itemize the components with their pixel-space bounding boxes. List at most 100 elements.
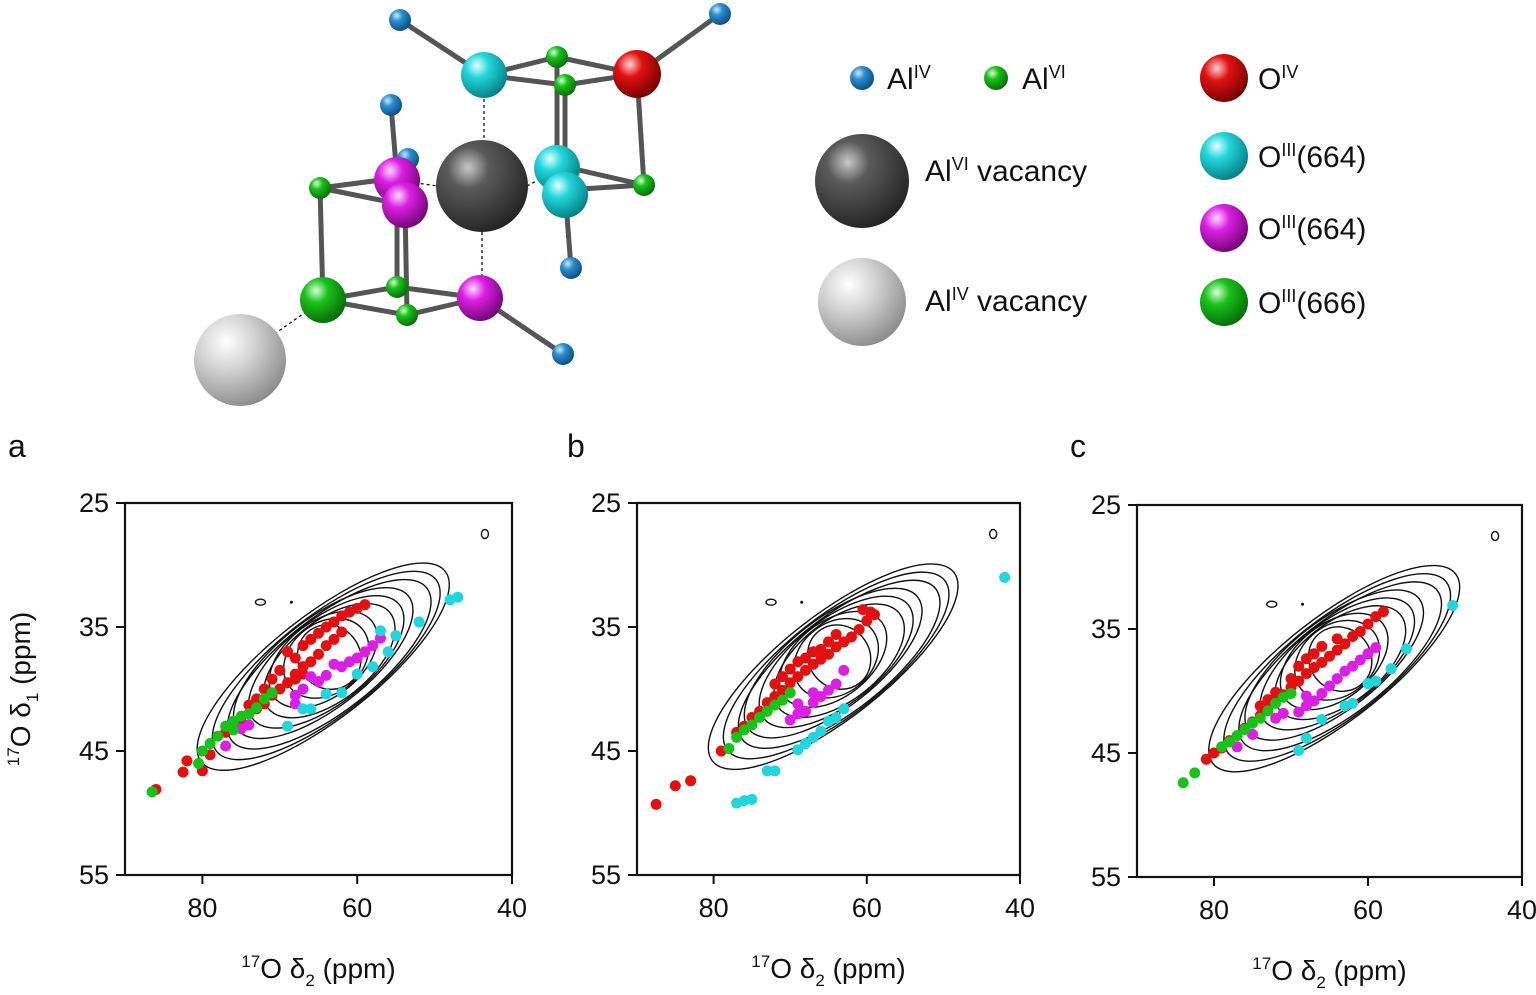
data-point [220,740,232,752]
al-vi-vacancy-atom [436,140,528,232]
data-point [1270,697,1282,709]
x-tick-label: 40 [497,893,527,923]
data-point [297,640,309,652]
al-vi-atom [546,46,568,68]
data-point [274,664,286,676]
x-tick-label: 60 [342,893,372,923]
plot-frame [635,501,1022,877]
x-tick-label: 60 [852,893,882,923]
data-point [282,720,294,732]
data-point [784,677,796,689]
series-1 [1231,642,1382,753]
legend-swatch [1200,278,1248,326]
data-point [754,712,766,724]
data-point [1285,687,1297,699]
data-point [1401,643,1412,655]
data-point [282,646,294,658]
y-tick-label: 25 [79,488,109,518]
legend-label: OIV [1258,62,1298,96]
y-tick-label: 45 [591,736,621,766]
contour-island [254,598,267,606]
plot-frame [1135,503,1524,879]
data-point [1324,650,1335,662]
contour-dot [800,600,804,604]
data-point [865,606,877,618]
contour-plot [1208,530,1500,773]
data-point [320,688,332,700]
contour-level [247,594,405,729]
contour-plot [707,528,998,771]
legend-label: OIII(664) [1258,212,1366,246]
data-point [807,687,819,699]
data-point [1293,745,1305,757]
data-point [359,646,371,658]
data-point [800,652,812,664]
x-tick-label: 60 [1353,895,1383,925]
legend-swatch [1200,204,1248,252]
data-point [313,648,324,660]
contour-dot [289,600,293,604]
data-point [289,689,301,701]
legend-swatch [1200,132,1248,180]
atoms [300,3,731,365]
y-tick-label: 55 [79,860,109,890]
legend: AlIV AlVI AlVI vacancy AlIV vacancy OIV OIII(… [815,54,1366,346]
x-tick-label: 80 [699,893,729,923]
data-point [266,673,278,685]
data-point [1347,660,1359,672]
data-point [815,643,827,655]
data-point [305,633,317,645]
al-iv-atom [552,343,574,365]
data-point [784,687,796,699]
data-point [807,697,819,709]
data-point [1362,618,1374,630]
data-point [1300,668,1312,680]
legend-swatch [984,66,1008,90]
contour-level [211,570,441,761]
data-point [1377,606,1389,618]
contour-level [196,562,450,771]
contour-island [765,598,777,606]
data-point [1331,644,1343,656]
y-tick-label: 35 [591,612,621,642]
contour-level [722,571,950,760]
contour-level [1307,626,1373,692]
data-point [777,671,789,683]
data-point [382,646,394,658]
data-point [146,786,158,798]
y-tick-label: 55 [1091,862,1121,892]
data-point [351,652,363,664]
legend-label: AlIV [887,62,931,96]
al-iv-atom [709,3,731,25]
data-point [1285,673,1297,685]
chart-panel-b: b 80 60 40 25 35 45 55 17O δ2 (ppm) [567,428,1035,990]
chart-panel-c: c 80 60 40 25 35 45 55 17O δ2 (ppm) [1070,428,1536,992]
data-point [359,599,371,611]
data-point [830,628,842,640]
data-point [800,705,812,717]
data-point [305,671,317,683]
data-point [807,731,819,743]
data-point [251,702,263,714]
data-point [297,683,309,695]
data-point [289,652,301,664]
contour-level [1294,619,1381,701]
y-tick-label: 45 [79,736,109,766]
y-tick-label: 25 [591,488,621,518]
data-point [1293,706,1305,718]
data-point [853,623,865,635]
data-point [258,693,270,705]
panel-letter: a [8,428,26,464]
data-point [838,703,850,715]
data-point [320,640,332,652]
legend-entry-o-iii-664a: OIII(664) [1200,132,1366,180]
data-point [1293,660,1305,672]
y-tick-label: 35 [79,612,109,642]
legend-entry-o-iii-664b: OIII(664) [1200,204,1366,252]
data-point [784,714,796,726]
data-point [1324,680,1335,692]
data-point [792,744,804,756]
data-point [761,705,773,717]
contour-level [806,624,872,690]
